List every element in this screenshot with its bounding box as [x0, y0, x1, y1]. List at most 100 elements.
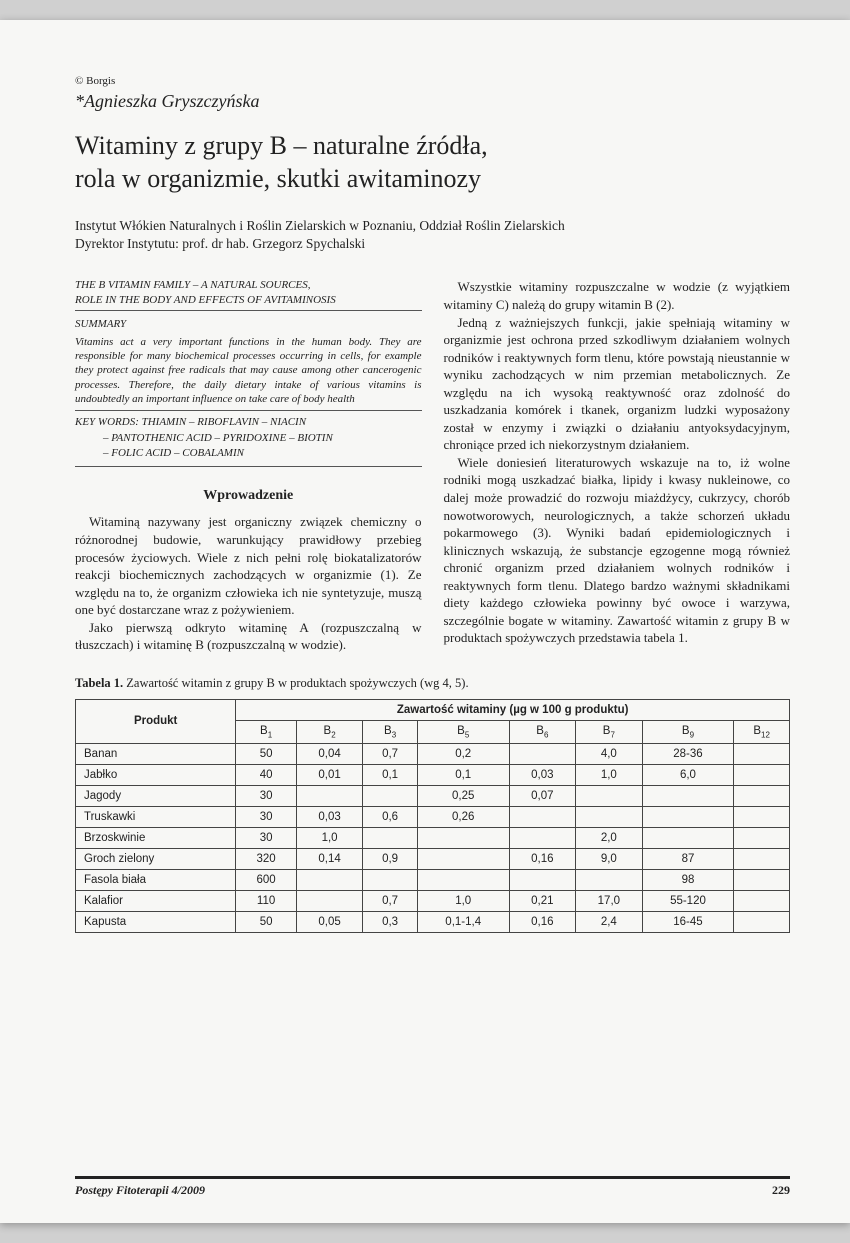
cell-value: 87	[642, 849, 734, 870]
cell-value: 0,14	[296, 849, 363, 870]
article-title: Witaminy z grupy B – naturalne źródła, r…	[75, 130, 790, 195]
cell-value: 55-120	[642, 891, 734, 912]
page-footer: Postępy Fitoterapii 4/2009 229	[75, 1176, 790, 1198]
left-column: THE B VITAMIN FAMILY – A NATURAL SOURCES…	[75, 278, 422, 653]
keywords-line-1: KEY WORDS: THIAMIN – RIBOFLAVIN – NIACIN	[75, 416, 306, 428]
cell-value	[417, 849, 509, 870]
cell-value: 0,05	[296, 912, 363, 933]
paragraph: Witaminą nazywany jest organiczny związe…	[75, 513, 422, 618]
cell-value: 40	[236, 765, 296, 786]
th-group: Zawartość witaminy (µg w 100 g produktu)	[236, 699, 790, 720]
cell-value: 0,21	[509, 891, 576, 912]
cell-value: 110	[236, 891, 296, 912]
cell-value	[296, 891, 363, 912]
cell-product: Kapusta	[76, 912, 236, 933]
table-body: Banan500,040,70,24,028-36Jabłko400,010,1…	[76, 744, 790, 933]
cell-value: 1,0	[296, 828, 363, 849]
cell-value	[642, 807, 734, 828]
cell-product: Jagody	[76, 786, 236, 807]
table-caption-label: Tabela 1.	[75, 676, 123, 690]
cell-value: 50	[236, 744, 296, 765]
cell-product: Truskawki	[76, 807, 236, 828]
cell-product: Fasola biała	[76, 870, 236, 891]
cell-value	[509, 807, 576, 828]
cell-value: 0,16	[509, 849, 576, 870]
th-vitamin: B5	[417, 720, 509, 743]
cell-value: 320	[236, 849, 296, 870]
affiliation: Instytut Włókien Naturalnych i Roślin Zi…	[75, 217, 790, 253]
cell-value: 0,1-1,4	[417, 912, 509, 933]
cell-value: 1,0	[576, 765, 643, 786]
affiliation-line-2: Dyrektor Instytutu: prof. dr hab. Grzego…	[75, 236, 365, 251]
cell-value: 0,03	[509, 765, 576, 786]
cell-value: 0,16	[509, 912, 576, 933]
th-vitamin: B12	[734, 720, 790, 743]
summary-label: SUMMARY	[75, 317, 422, 332]
cell-value: 0,7	[363, 744, 418, 765]
cell-value	[734, 912, 790, 933]
table-row: Brzoskwinie301,02,0	[76, 828, 790, 849]
th-vitamin: B3	[363, 720, 418, 743]
cell-value: 0,07	[509, 786, 576, 807]
cell-value	[734, 807, 790, 828]
cell-value	[734, 849, 790, 870]
title-line-2: rola w organizmie, skutki awitaminozy	[75, 164, 481, 193]
cell-value: 0,25	[417, 786, 509, 807]
cell-value	[296, 870, 363, 891]
author: *Agnieszka Gryszczyńska	[75, 91, 790, 112]
cell-value: 50	[236, 912, 296, 933]
table-row: Banan500,040,70,24,028-36	[76, 744, 790, 765]
paragraph: Jedną z ważniejszych funkcji, jakie speł…	[444, 314, 791, 454]
table-row: Truskawki300,030,60,26	[76, 807, 790, 828]
cell-value	[734, 744, 790, 765]
th-vitamin: B7	[576, 720, 643, 743]
cell-value	[734, 870, 790, 891]
footer-page-number: 229	[772, 1183, 790, 1198]
right-column: Wszystkie witaminy rozpuszczalne w wodzi…	[444, 278, 791, 653]
vitamin-table: Produkt Zawartość witaminy (µg w 100 g p…	[75, 699, 790, 933]
cell-value	[734, 828, 790, 849]
cell-value	[363, 870, 418, 891]
cell-value: 30	[236, 807, 296, 828]
table-row: Fasola biała600 98	[76, 870, 790, 891]
cell-value	[734, 891, 790, 912]
cell-value	[734, 786, 790, 807]
th-vitamin: B1	[236, 720, 296, 743]
th-product: Produkt	[76, 699, 236, 743]
affiliation-line-1: Instytut Włókien Naturalnych i Roślin Zi…	[75, 218, 565, 233]
table-row: Kapusta500,050,30,1-1,40,162,416-45	[76, 912, 790, 933]
title-line-1: Witaminy z grupy B – naturalne źródła,	[75, 131, 488, 160]
page: © Borgis *Agnieszka Gryszczyńska Witamin…	[0, 20, 850, 1223]
keywords-line-2: – PANTOTHENIC ACID – PYRIDOXINE – BIOTIN	[75, 432, 333, 444]
cell-value: 0,1	[417, 765, 509, 786]
cell-value	[417, 828, 509, 849]
cell-value	[576, 807, 643, 828]
cell-value: 30	[236, 786, 296, 807]
cell-value: 6,0	[642, 765, 734, 786]
cell-value: 0,3	[363, 912, 418, 933]
table-row: Kalafior1100,71,00,2117,055-120	[76, 891, 790, 912]
eng-title-line-2: ROLE IN THE BODY AND EFFECTS OF AVITAMIN…	[75, 294, 336, 306]
table-row: Jagody30 0,250,07	[76, 786, 790, 807]
table-caption: Tabela 1. Zawartość witamin z grupy B w …	[75, 676, 790, 691]
cell-value	[509, 828, 576, 849]
two-column-body: THE B VITAMIN FAMILY – A NATURAL SOURCES…	[75, 278, 790, 653]
cell-product: Kalafior	[76, 891, 236, 912]
cell-value: 0,26	[417, 807, 509, 828]
cell-value: 9,0	[576, 849, 643, 870]
left-body: Witaminą nazywany jest organiczny związe…	[75, 513, 422, 653]
cell-value	[576, 786, 643, 807]
keywords: KEY WORDS: THIAMIN – RIBOFLAVIN – NIACIN…	[75, 415, 422, 466]
table-row: Groch zielony3200,140,90,169,087	[76, 849, 790, 870]
cell-value	[509, 870, 576, 891]
cell-value: 0,2	[417, 744, 509, 765]
section-heading: Wprowadzenie	[75, 487, 422, 506]
cell-value	[642, 786, 734, 807]
cell-value: 28-36	[642, 744, 734, 765]
cell-value: 600	[236, 870, 296, 891]
cell-value: 17,0	[576, 891, 643, 912]
cell-product: Banan	[76, 744, 236, 765]
cell-value: 0,1	[363, 765, 418, 786]
cell-value: 98	[642, 870, 734, 891]
paragraph: Wszystkie witaminy rozpuszczalne w wodzi…	[444, 278, 791, 313]
